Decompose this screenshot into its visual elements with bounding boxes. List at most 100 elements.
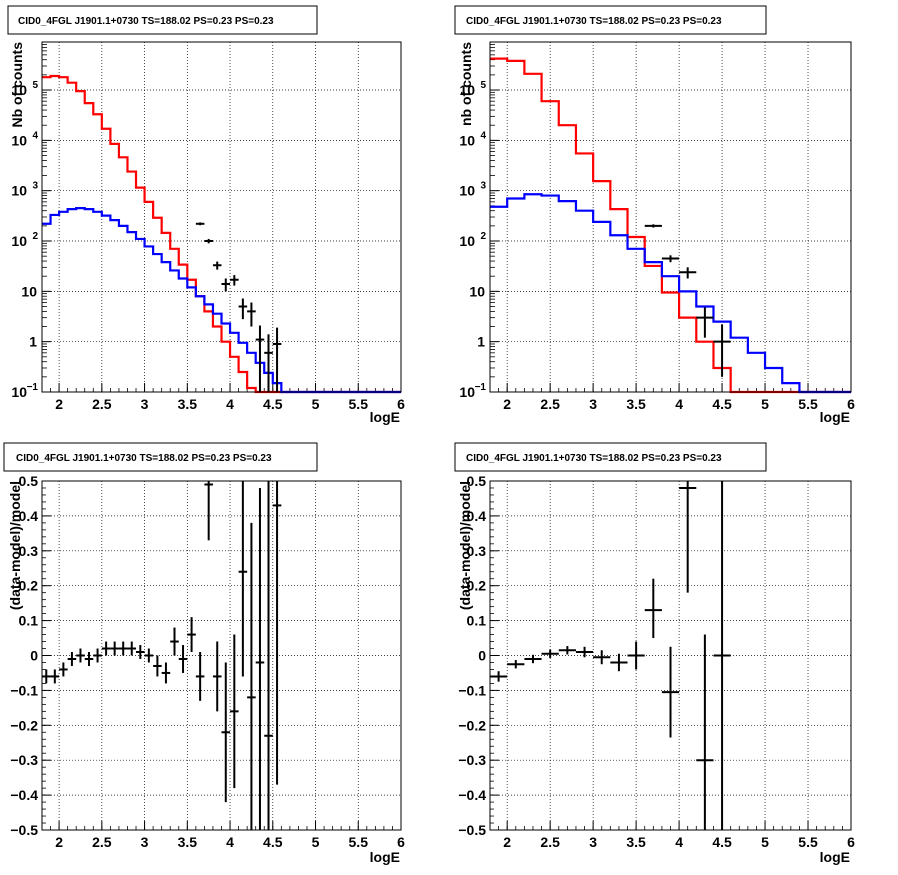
data-point bbox=[644, 224, 662, 228]
y-tick-label: −0.1 bbox=[458, 682, 486, 698]
y-tick-label: 10 bbox=[11, 384, 27, 400]
data-point bbox=[255, 487, 265, 830]
plot-frame-border bbox=[489, 41, 852, 393]
data-point bbox=[118, 641, 128, 656]
x-tick-label: 4 bbox=[226, 834, 234, 850]
x-axis-label: logE bbox=[820, 409, 850, 425]
x-tick-label: 5.5 bbox=[349, 834, 369, 850]
x-tick-label: 6 bbox=[847, 834, 855, 850]
y-tick-label: 10 bbox=[11, 82, 27, 98]
y-tick-exponent: 4 bbox=[480, 130, 486, 141]
plot-frame-border bbox=[41, 41, 402, 393]
data-point bbox=[247, 302, 256, 327]
chart-title: CID0_4FGL J1901.1+0730 TS=188.02 PS=0.23… bbox=[16, 453, 272, 464]
x-tick-label: 3.5 bbox=[626, 396, 646, 412]
data-point bbox=[696, 634, 714, 830]
x-tick-label: 3.5 bbox=[178, 396, 198, 412]
y-tick-label: −0.4 bbox=[10, 787, 38, 803]
data-point bbox=[110, 641, 119, 656]
data-point bbox=[161, 662, 171, 684]
data-point bbox=[507, 660, 525, 669]
x-tick-label: 2 bbox=[503, 834, 511, 850]
plot-frame-border bbox=[489, 480, 852, 831]
y-tick-exponent: 3 bbox=[32, 181, 38, 192]
data-point bbox=[661, 646, 680, 738]
panel-residuals-right: CID0_4FGL J1901.1+0730 TS=188.02 PS=0.23… bbox=[454, 442, 855, 865]
data-point bbox=[247, 522, 256, 830]
x-tick-label: 3 bbox=[589, 396, 597, 412]
y-tick-label: 0.5 bbox=[467, 473, 487, 489]
y-tick-label: 10 bbox=[11, 233, 27, 249]
chart-title: CID0_4FGL J1901.1+0730 TS=188.02 PS=0.23… bbox=[466, 453, 722, 464]
data-point bbox=[136, 645, 145, 659]
chart-title: CID0_4FGL J1901.1+0730 TS=188.02 PS=0.23… bbox=[18, 16, 274, 27]
panel-residuals-left: CID0_4FGL J1901.1+0730 TS=188.02 PS=0.23… bbox=[3, 442, 405, 865]
x-tick-label: 6 bbox=[397, 396, 405, 412]
data-point bbox=[67, 652, 77, 666]
y-tick-label: 0.2 bbox=[467, 578, 487, 594]
x-tick-label: 5 bbox=[761, 834, 769, 850]
data-point bbox=[230, 275, 239, 286]
data-point bbox=[593, 650, 611, 665]
y-tick-label: 0.2 bbox=[19, 578, 39, 594]
data-point bbox=[679, 267, 697, 279]
y-tick-label: −0.2 bbox=[10, 717, 38, 733]
x-tick-label: 4.5 bbox=[263, 396, 283, 412]
y-tick-label: 0.1 bbox=[19, 613, 39, 629]
data-point bbox=[101, 641, 111, 656]
title-box bbox=[3, 442, 318, 472]
y-tick-exponent: 2 bbox=[32, 231, 38, 242]
data-point bbox=[212, 641, 222, 712]
y-tick-exponent: −1 bbox=[27, 382, 39, 393]
data-point bbox=[661, 255, 680, 263]
data-point bbox=[178, 645, 188, 673]
data-point bbox=[264, 481, 273, 830]
y-tick-label: −0.1 bbox=[10, 682, 38, 698]
data-point bbox=[575, 646, 594, 658]
panel-counts-right: CID0_4FGL J1901.1+0730 TS=188.02 PS=0.23… bbox=[454, 5, 855, 425]
data-point bbox=[59, 662, 68, 677]
y-tick-label: 10 bbox=[469, 283, 485, 299]
y-tick-exponent: 3 bbox=[480, 181, 486, 192]
data-point bbox=[541, 649, 559, 658]
x-tick-label: 2 bbox=[503, 396, 511, 412]
data-point bbox=[679, 481, 697, 593]
data-point bbox=[238, 481, 248, 677]
data-point bbox=[84, 652, 94, 666]
panel-counts-left: CID0_4FGL J1901.1+0730 TS=188.02 PS=0.23… bbox=[7, 5, 405, 425]
data-point bbox=[255, 325, 265, 392]
plot-frame bbox=[489, 41, 852, 393]
y-tick-label: 0 bbox=[478, 648, 486, 664]
x-tick-label: 6 bbox=[847, 396, 855, 412]
x-tick-label: 2 bbox=[55, 834, 63, 850]
y-tick-label: 10 bbox=[459, 384, 475, 400]
y-tick-label: −0.5 bbox=[10, 822, 38, 838]
y-tick-exponent: 4 bbox=[32, 130, 38, 141]
y-tick-exponent: −1 bbox=[475, 382, 487, 393]
y-axis-label: (data-model)/model bbox=[7, 481, 23, 610]
y-tick-label: 0 bbox=[30, 648, 38, 664]
title-box bbox=[454, 442, 767, 472]
x-tick-label: 4.5 bbox=[263, 834, 283, 850]
data-point bbox=[558, 646, 576, 655]
y-tick-exponent: 5 bbox=[480, 80, 486, 91]
y-axis-label: Nb of counts bbox=[9, 42, 25, 128]
data-point bbox=[195, 652, 205, 701]
data-point bbox=[195, 222, 205, 226]
x-axis-label: logE bbox=[820, 849, 850, 865]
y-tick-exponent: 2 bbox=[480, 231, 486, 242]
x-tick-label: 4 bbox=[675, 396, 683, 412]
y-tick-label: −0.3 bbox=[10, 752, 38, 768]
x-tick-label: 4.5 bbox=[712, 834, 732, 850]
y-tick-label: −0.2 bbox=[458, 717, 486, 733]
y-tick-label: 0.5 bbox=[19, 473, 39, 489]
x-tick-label: 3 bbox=[589, 834, 597, 850]
x-tick-label: 4 bbox=[675, 834, 683, 850]
data-point bbox=[204, 481, 213, 541]
x-tick-label: 4.5 bbox=[712, 396, 732, 412]
y-axis-label: (data-model)/model bbox=[457, 481, 473, 610]
x-tick-label: 5.5 bbox=[798, 834, 818, 850]
x-tick-label: 6 bbox=[397, 834, 405, 850]
data-point bbox=[221, 278, 231, 292]
x-tick-label: 2 bbox=[55, 396, 63, 412]
